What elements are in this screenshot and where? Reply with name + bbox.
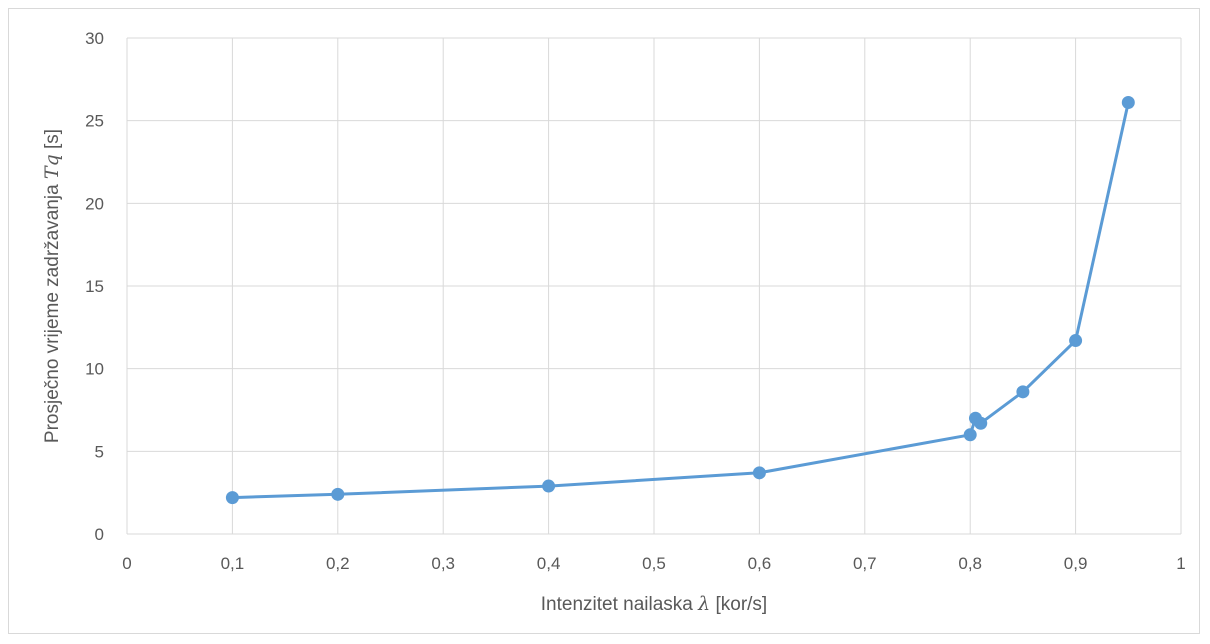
x-tick-label: 0,9: [1064, 554, 1088, 573]
x-tick-label: 0,6: [748, 554, 772, 573]
y-tick-label: 15: [85, 277, 104, 296]
data-point: [752, 466, 766, 480]
data-point: [542, 479, 556, 493]
x-tick-label: 0: [122, 554, 131, 573]
x-tick-label: 0,7: [853, 554, 877, 573]
y-axis-title-symbol: Tq: [41, 154, 63, 179]
x-tick-label: 0,5: [642, 554, 666, 573]
y-tick-label: 25: [85, 112, 104, 131]
data-point: [974, 416, 988, 430]
data-point: [225, 491, 239, 505]
data-point: [963, 428, 977, 442]
data-point: [1016, 385, 1030, 399]
x-axis-title-prefix: Intenzitet nailaska: [541, 594, 698, 615]
gridlines: [126, 37, 1182, 535]
x-axis-title-symbol: λ: [697, 593, 710, 615]
y-tick-label: 10: [85, 360, 104, 379]
x-tick-label: 0,2: [326, 554, 350, 573]
x-axis-title-unit: [kor/s]: [710, 594, 767, 615]
x-tick-label: 0,8: [958, 554, 982, 573]
series-layer: [225, 95, 1135, 505]
y-axis-title-prefix: Prosječno vrijeme zadržavanja: [42, 179, 63, 443]
y-tick-label: 30: [85, 29, 104, 48]
x-tick-label: 0,1: [221, 554, 245, 573]
line-chart: 0 0,1 0,2 0,3 0,4 0,5 0,6 0,7 0,8 0,9 105101520253…: [41, 29, 1186, 615]
x-tick-label: 0,3: [431, 554, 455, 573]
y-tick-label: 0: [95, 525, 104, 544]
x-tick-label: 1: [1176, 554, 1185, 573]
y-tick-label: 5: [95, 442, 104, 461]
y-axis-title: Prosječno vrijeme zadržavanja Tq [s]: [41, 129, 63, 443]
x-axis-title: Intenzitet nailaska λ [kor/s]: [541, 593, 767, 615]
data-point: [1069, 334, 1083, 348]
data-point: [331, 487, 345, 501]
y-axis-title-unit: [s]: [42, 129, 63, 154]
x-tick-label: 0,4: [537, 554, 561, 573]
y-tick-label: 20: [85, 194, 104, 213]
tick-labels: 0 0,1 0,2 0,3 0,4 0,5 0,6 0,7 0,8 0,9 105101520253…: [85, 29, 1186, 573]
data-point: [1121, 95, 1135, 109]
chart-frame: 0 0,1 0,2 0,3 0,4 0,5 0,6 0,7 0,8 0,9 1 0 5 10 15 20 25 3…: [8, 8, 1200, 634]
series-line: [230, 101, 1130, 500]
